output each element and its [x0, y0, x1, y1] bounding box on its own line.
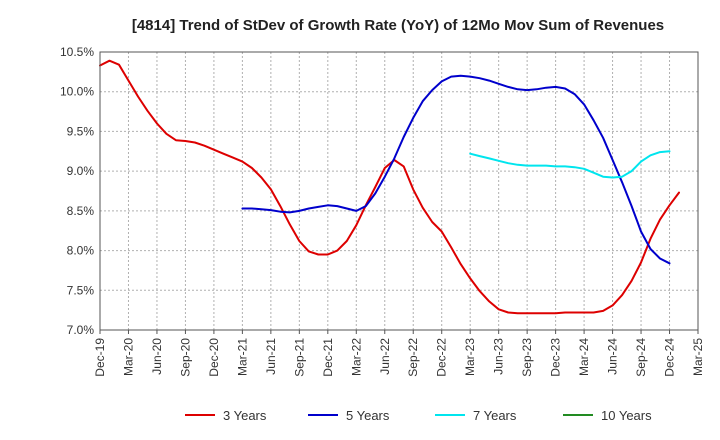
y-tick-label: 7.0% — [67, 323, 95, 337]
y-axis: 7.0% 7.5% 8.0% 8.5% 9.0% 9.5% 10.0% 10.5% — [60, 45, 94, 337]
series-line-3-years — [99, 59, 680, 315]
x-tick-label: Mar-23 — [463, 338, 477, 376]
legend: 3 Years 5 Years 7 Years 10 Years — [185, 408, 652, 423]
y-tick-label: 10.0% — [60, 85, 94, 99]
x-tick-label: Dec-23 — [549, 338, 563, 377]
y-tick-label: 10.5% — [60, 45, 94, 59]
x-tick-label: Mar-24 — [577, 338, 591, 376]
grid-layer — [99, 51, 699, 331]
series-line-5-years — [241, 74, 671, 265]
legend-label-5-years: 5 Years — [346, 408, 390, 423]
legend-label-3-years: 3 Years — [223, 408, 267, 423]
x-tick-label: Jun-21 — [264, 338, 278, 375]
series-layer — [99, 59, 680, 315]
x-tick-label: Sep-20 — [178, 338, 192, 377]
x-tick-label: Dec-22 — [435, 338, 449, 377]
x-tick-label: Jun-20 — [150, 338, 164, 375]
x-tick-label: Mar-20 — [121, 338, 135, 376]
legend-label-10-years: 10 Years — [601, 408, 652, 423]
chart-title: [4814] Trend of StDev of Growth Rate (Yo… — [132, 17, 664, 34]
x-tick-label: Sep-23 — [520, 338, 534, 377]
x-tick-label: Sep-21 — [292, 338, 306, 377]
plot-frame — [99, 51, 699, 331]
legend-item-7-years: 7 Years — [435, 408, 517, 423]
x-tick-label: Mar-22 — [349, 338, 363, 376]
x-tick-label: Dec-20 — [207, 338, 221, 377]
x-tick-label: Sep-22 — [406, 338, 420, 377]
x-tick-label: Jun-22 — [378, 338, 392, 375]
x-tick-label: Dec-21 — [321, 338, 335, 377]
x-tick-label: Dec-19 — [93, 338, 107, 377]
legend-item-10-years: 10 Years — [563, 408, 652, 423]
y-tick-label: 8.5% — [67, 204, 95, 218]
x-tick-label: Jun-23 — [492, 338, 506, 375]
legend-label-7-years: 7 Years — [473, 408, 517, 423]
y-tick-label: 9.0% — [67, 164, 95, 178]
y-tick-label: 7.5% — [67, 283, 95, 297]
x-tick-label: Sep-24 — [634, 338, 648, 377]
y-tick-label: 9.5% — [67, 124, 95, 138]
x-tick-label: Mar-21 — [235, 338, 249, 376]
legend-item-3-years: 3 Years — [185, 408, 267, 423]
series-line-7-years — [469, 150, 671, 179]
y-tick-label: 8.0% — [67, 244, 95, 258]
legend-item-5-years: 5 Years — [308, 408, 390, 423]
x-axis: Dec-19 Mar-20 Jun-20 Sep-20 Dec-20 Mar-21 Jun-… — [93, 330, 705, 377]
x-tick-label: Jun-24 — [606, 338, 620, 375]
x-tick-label: Mar-25 — [691, 338, 705, 376]
x-tick-label: Dec-24 — [663, 338, 677, 377]
